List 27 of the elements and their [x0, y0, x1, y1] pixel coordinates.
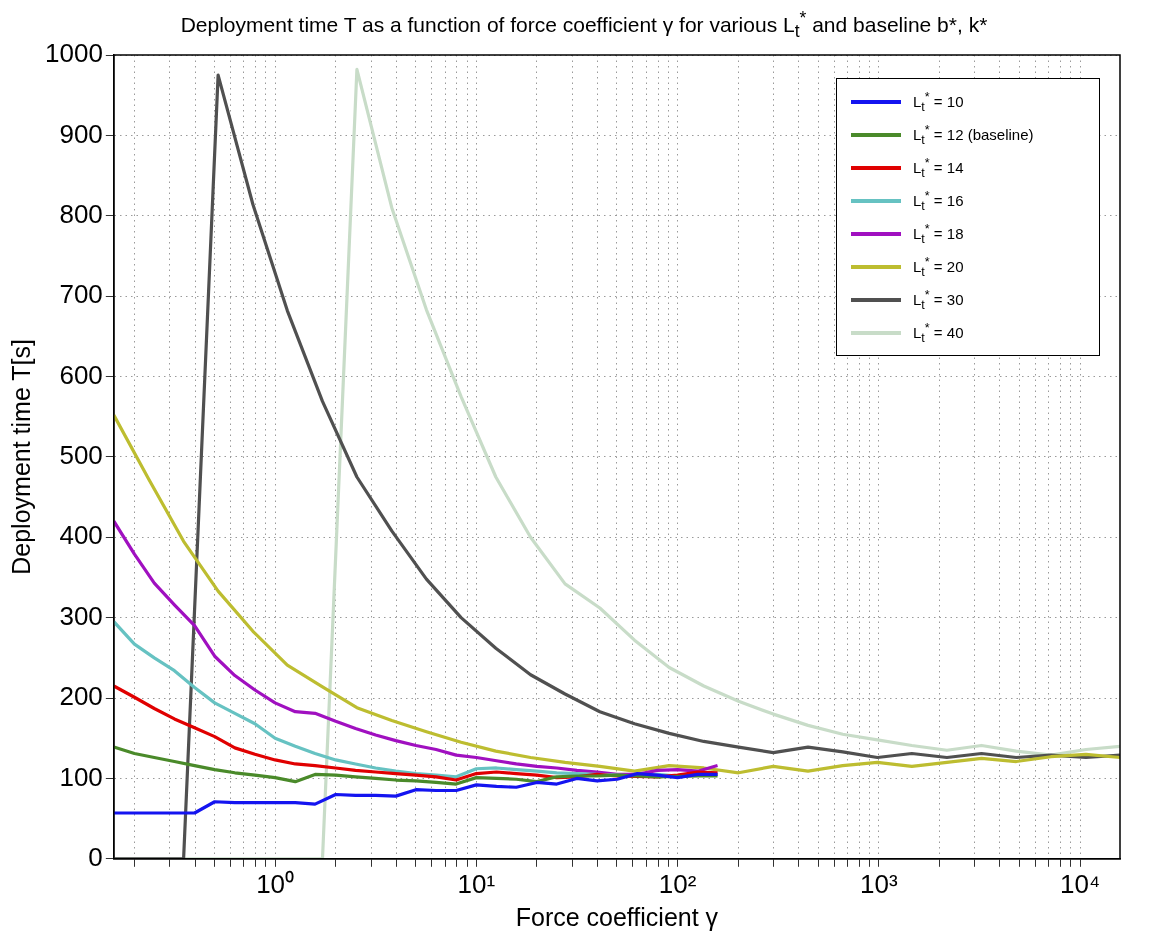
legend-label: L$_{t}$$^{*}$ = 40: [913, 320, 964, 345]
x-tick-label: 10⁰: [256, 868, 295, 899]
x-tick-label: 10³: [860, 868, 898, 899]
y-tick-label: 200: [59, 681, 103, 712]
y-tick-label: 500: [59, 440, 103, 471]
y-tick-label: 800: [59, 198, 103, 229]
legend-label: L$_{t}$$^{*}$ = 30: [913, 287, 964, 312]
y-tick-label: 100: [59, 761, 103, 792]
y-tick-label: 0: [88, 841, 103, 872]
legend-label: L$_{t}$$^{*}$ = 20: [913, 254, 964, 279]
legend-label: L$_{t}$$^{*}$ = 10: [913, 89, 964, 114]
y-tick-label: 400: [59, 520, 103, 551]
x-tick-label: 10⁴: [1059, 868, 1101, 899]
x-tick-label: 10¹: [457, 868, 496, 899]
legend-label: L$_{t}$$^{*}$ = 14: [913, 155, 964, 180]
x-tick-label: 10²: [658, 868, 697, 899]
legend-label: L$_{t}$$^{*}$ = 18: [913, 221, 964, 246]
legend-label: L$_{t}$$^{*}$ = 16: [913, 188, 964, 213]
y-tick-label: 700: [59, 279, 103, 310]
y-tick-label: 1000: [45, 38, 103, 69]
y-tick-label: 900: [59, 118, 103, 149]
x-axis-title: Force coefficient γ: [515, 902, 719, 931]
y-axis-title: Deployment time T[s]: [6, 339, 35, 575]
chart-title: Deployment time T as a function of force coefficient γ for various L$_{t}$$^{*}$ and baseline b*, k*: [180, 8, 988, 42]
y-tick-label: 600: [59, 359, 103, 390]
y-tick-label: 300: [59, 600, 103, 631]
legend-label: L$_{t}$$^{*}$ = 12 (baseline): [913, 122, 1034, 147]
